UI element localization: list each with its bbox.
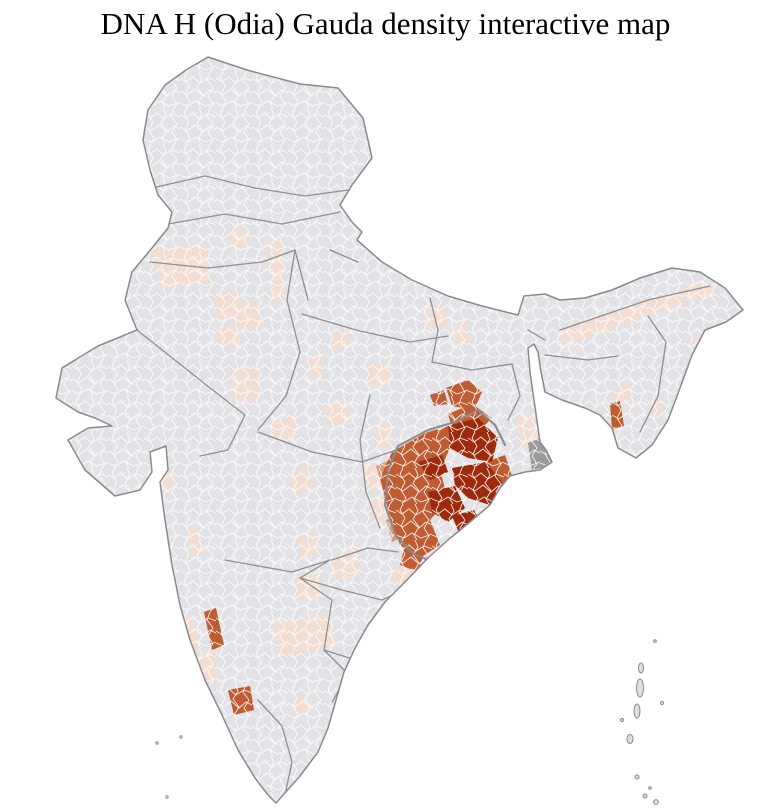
odisha-state-boundary <box>384 409 506 561</box>
lakshadweep-islands[interactable] <box>155 735 183 799</box>
andaman-nicobar-islands[interactable] <box>619 639 665 805</box>
india-national-outline <box>55 56 744 804</box>
map-title: DNA H (Odia) Gauda density interactive m… <box>100 6 671 41</box>
